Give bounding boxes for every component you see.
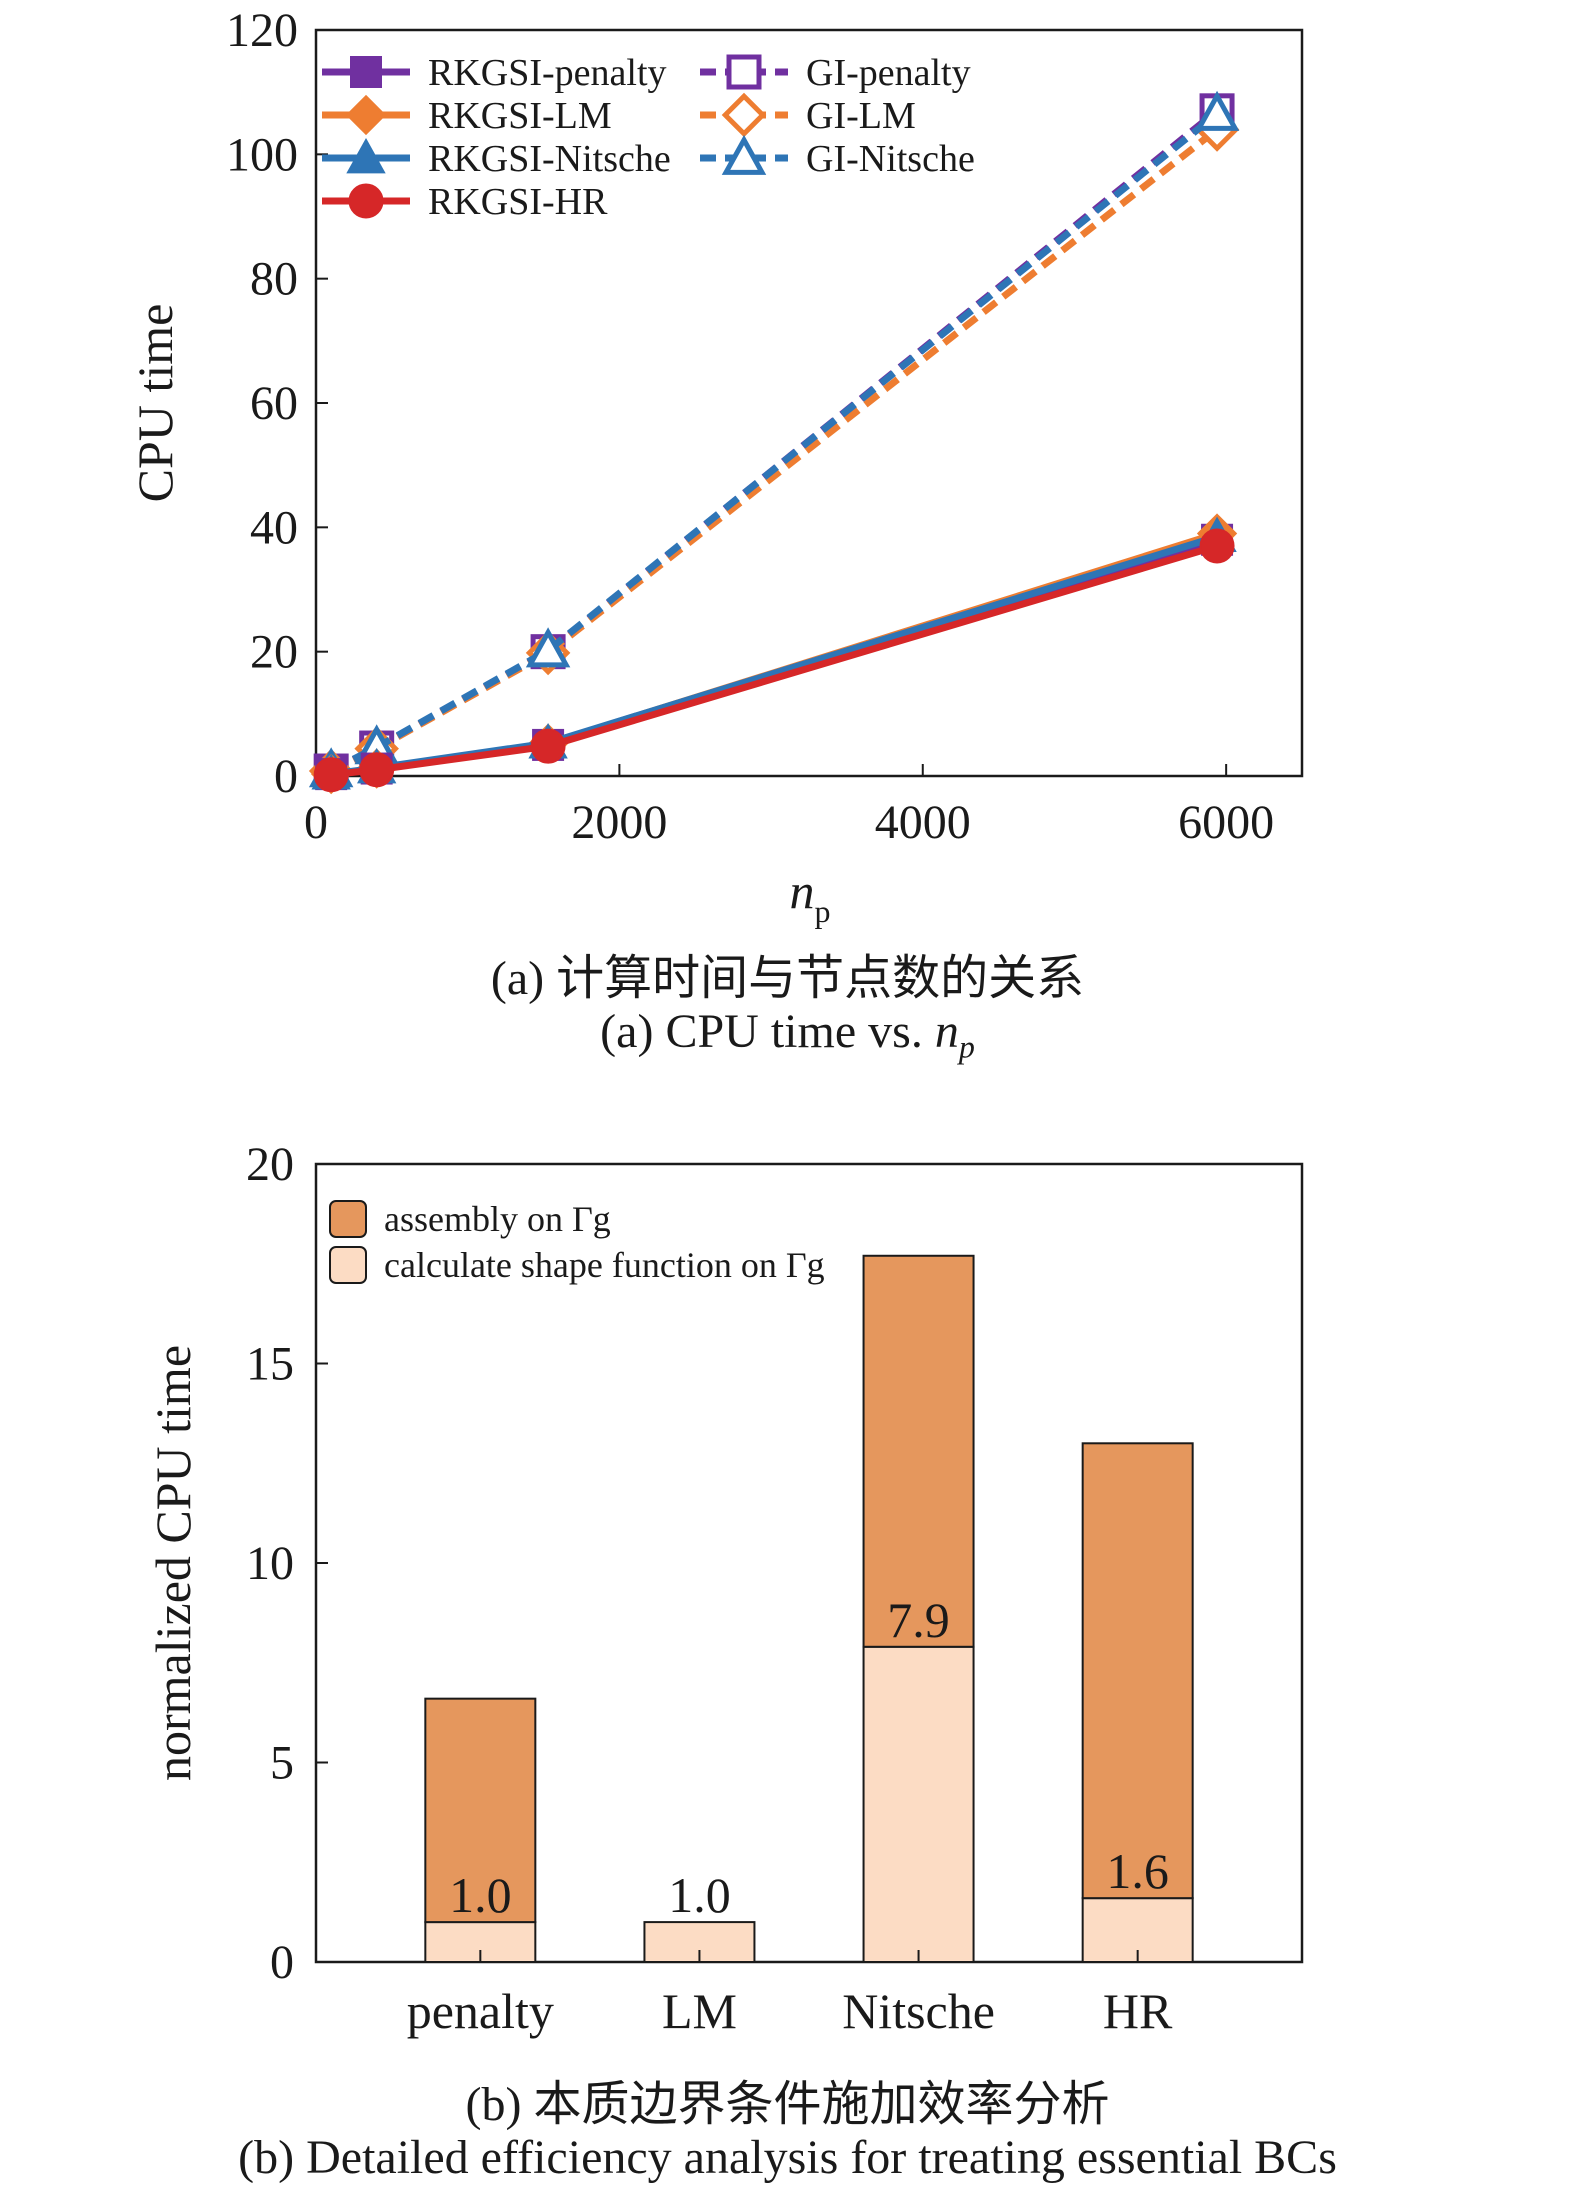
y-tick-label: 60 (250, 377, 298, 430)
line-chart-cpu-time: 0 2000 4000 6000 0 20 40 60 80 100 120 CPU time np RK… (127, 4, 1304, 929)
x-tick-label: LM (662, 1983, 737, 2039)
y-tick-label: 100 (226, 128, 298, 181)
y-tick-label: 120 (226, 4, 298, 57)
legend-label-gi-penalty: GI-penalty (806, 52, 971, 94)
legend-label-assembly-on-g: assembly on Γg (384, 1199, 611, 1239)
legend: assembly on Γg calculate shape function o… (329, 1199, 825, 1285)
data-point-gi-nitsche (1194, 90, 1240, 131)
data-label: 1.0 (449, 1867, 512, 1923)
series-line-rkgsi-lm (330, 530, 1219, 778)
x-axis-label-sub: p (815, 893, 831, 929)
bar-chart-normalized-cpu-time: 0 5 10 15 20 normalized CPU time penalty 1.0 LM 1… (145, 1138, 1304, 2039)
legend-swatch-calculate-shape-function-on-g (329, 1246, 367, 1284)
legend-label-rkgsi-penalty: RKGSI-penalty (428, 52, 667, 94)
legend-marker-gi-penalty (726, 54, 762, 90)
series-rkgsi-nitsche (311, 516, 1237, 790)
data-label: 1.6 (1106, 1843, 1169, 1899)
y-tick-label: 80 (250, 253, 298, 306)
y-tick-label: 20 (250, 626, 298, 679)
data-point-gi-nitsche (525, 627, 571, 668)
caption-b-chinese: (b) 本质边界条件施加效率分析 (465, 2078, 1110, 2131)
caption-a-chinese: (a) 计算时间与节点数的关系 (490, 952, 1085, 1005)
y-tick-label: 0 (270, 1936, 294, 1989)
caption-a-english: (a) CPU time vs. np (600, 1005, 975, 1065)
x-tick-label: 4000 (875, 796, 971, 849)
series-rkgsi-hr (313, 528, 1235, 793)
x-axis-label-var: n (790, 863, 815, 919)
x-axis-label: np (790, 863, 831, 929)
y-tick-label: 5 (270, 1737, 294, 1790)
series-rkgsi-lm (311, 513, 1238, 795)
series-rkgsi-penalty (315, 523, 1234, 791)
legend-label-calculate-shape-function-on-g: calculate shape function on Γg (384, 1245, 825, 1285)
legend-label-rkgsi-lm: RKGSI-LM (428, 95, 612, 137)
legend-label-rkgsi-nitsche: RKGSI-Nitsche (428, 138, 671, 180)
bar-segment-assembly-on-g-hr (1081, 1442, 1194, 1900)
legend-marker-rkgsi-hr (348, 183, 384, 219)
y-axis-label: CPU time (127, 304, 183, 503)
x-tick-label: Nitsche (842, 1983, 995, 2039)
legend-marker-rkgsi-nitsche (346, 137, 386, 174)
y-tick-label: 15 (246, 1338, 294, 1391)
bar-segment-assembly-on-g-nitsche (862, 1254, 975, 1648)
y-tick-label: 10 (246, 1537, 294, 1590)
data-point-rkgsi-hr (530, 728, 566, 764)
data-label: 1.0 (668, 1867, 731, 1923)
legend-marker-gi-lm (721, 92, 767, 138)
legend-marker-rkgsi-lm (345, 94, 387, 136)
x-tick-label: 0 (304, 796, 328, 849)
legend-label-gi-lm: GI-LM (806, 95, 916, 137)
y-tick-label: 0 (274, 750, 298, 803)
bar-segment-assembly-on-g-penalty (424, 1697, 537, 1924)
data-point-rkgsi-hr (1199, 528, 1235, 564)
x-tick-label: penalty (407, 1983, 554, 2039)
series-line-rkgsi-hr (330, 542, 1219, 779)
x-tick-label: 2000 (571, 796, 667, 849)
legend-label-rkgsi-hr: RKGSI-HR (428, 181, 608, 223)
x-tick-label: HR (1103, 1983, 1173, 2039)
legend-label-gi-nitsche: GI-Nitsche (806, 138, 975, 180)
data-point-rkgsi-hr (359, 752, 395, 788)
y-tick-label: 40 (250, 501, 298, 554)
legend-marker-gi-nitsche (721, 134, 767, 175)
x-tick-label: 6000 (1178, 796, 1274, 849)
y-tick-label: 20 (246, 1138, 294, 1191)
series-line-gi-nitsche (329, 111, 1220, 774)
data-point-rkgsi-hr (313, 757, 349, 793)
legend: RKGSI-penaltyRKGSI-LMRKGSI-NitscheRKGSI-… (322, 52, 975, 223)
legend-marker-rkgsi-penalty (350, 56, 382, 88)
caption-b-english: (b) Detailed efficiency analysis for tre… (238, 2131, 1337, 2184)
y-axis-label: normalized CPU time (145, 1345, 201, 1781)
legend-swatch-assembly-on-g (329, 1200, 367, 1238)
data-label: 7.9 (887, 1592, 950, 1648)
bar-segment-calculate-shape-function-on-g-nitsche (862, 1645, 975, 1964)
